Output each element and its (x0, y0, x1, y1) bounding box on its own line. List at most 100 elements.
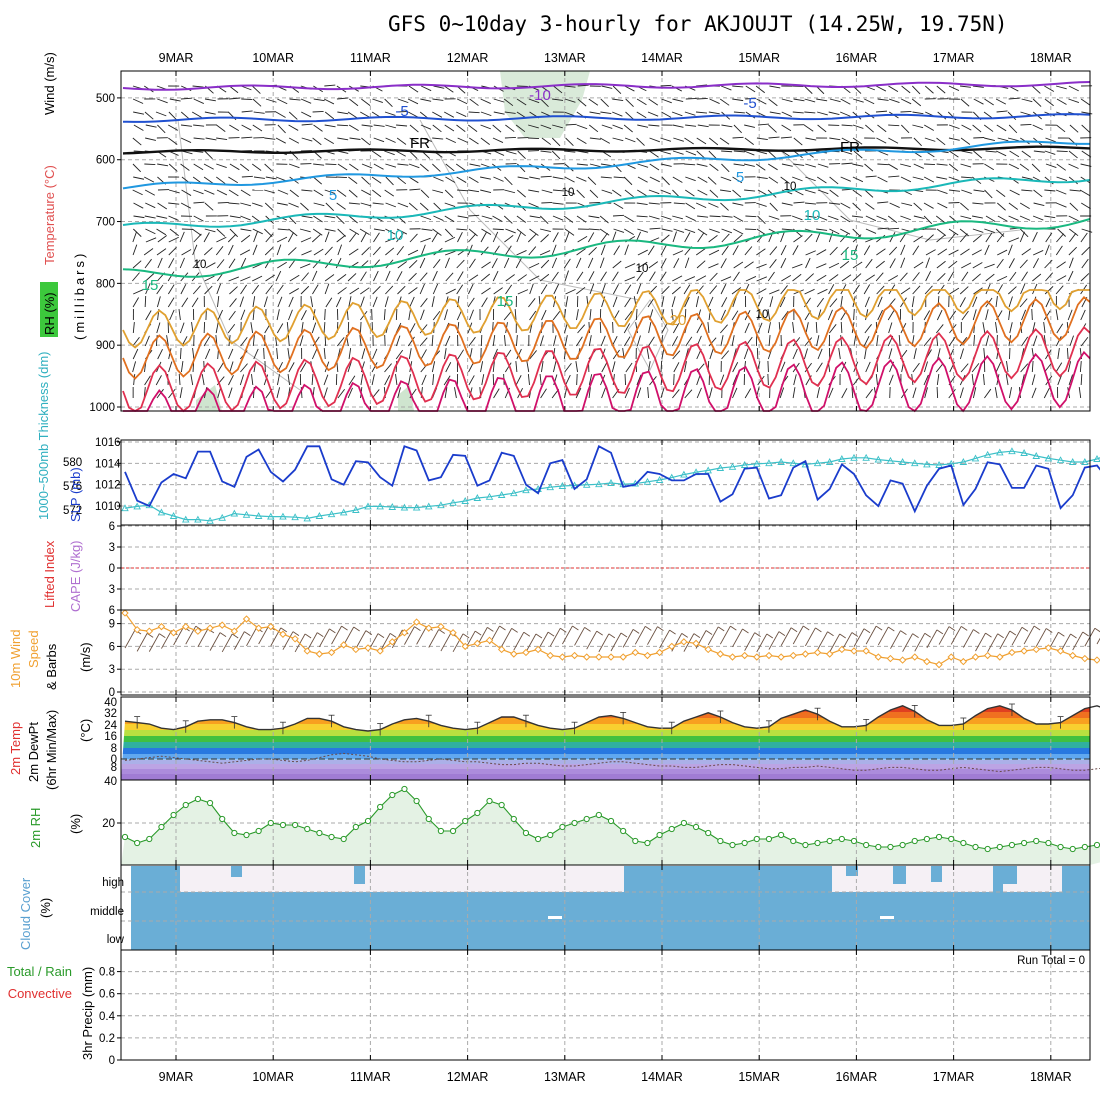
wind-barb (697, 189, 708, 196)
wind-barb (407, 336, 415, 347)
slp-tick-label: 1010 (95, 501, 121, 513)
wind-barb (539, 335, 544, 347)
thickness-point (242, 510, 251, 518)
wind-barb (227, 323, 236, 334)
rh2-point (170, 811, 177, 819)
wind-barb (985, 309, 989, 321)
wind-barb (959, 286, 969, 295)
wind-barb (251, 284, 260, 295)
wind-barb (791, 215, 803, 221)
wind10-speed-point (862, 647, 870, 655)
thickness-point (473, 494, 482, 501)
wind-barb (468, 124, 478, 133)
wind-barb (994, 387, 998, 399)
wind-barb (840, 176, 851, 182)
wind-barb (1081, 202, 1091, 210)
wind-barb (756, 288, 767, 295)
wind-barb (168, 246, 177, 256)
wind-barb (720, 335, 724, 347)
wind-barb (276, 309, 280, 321)
value-tick-label: 800 (96, 278, 115, 290)
wind-barb (672, 323, 680, 334)
wind-barb (985, 150, 997, 153)
wind-barb (552, 124, 563, 129)
wind-barb (708, 249, 720, 256)
wind-barb (529, 283, 534, 295)
wind-barb (852, 137, 863, 145)
wind-barb (961, 124, 972, 131)
wind-barb (935, 215, 946, 224)
wind-barb (697, 232, 705, 243)
wind10-barb (695, 630, 707, 649)
rh2-point (231, 829, 238, 837)
wind-barb (805, 215, 817, 218)
wind-barb (671, 296, 676, 308)
wind-barb (431, 334, 434, 347)
wind-barb (132, 361, 137, 373)
wind-barb (744, 137, 754, 145)
wind10-barb (975, 632, 986, 652)
wind-barb (145, 137, 156, 141)
thickness-point (510, 489, 518, 497)
wind-barb (132, 322, 135, 334)
wind-barb (312, 336, 320, 347)
wind-barb (888, 98, 900, 103)
wind-barb (240, 85, 252, 91)
wind-barb (325, 297, 333, 308)
rh2-point (1069, 845, 1076, 853)
thickness-point (315, 512, 324, 519)
wind-barb (432, 283, 439, 295)
thickness-point (181, 515, 190, 523)
wind-barb (264, 247, 274, 256)
isotherm-label: 5 (736, 169, 744, 186)
wind-barb (1043, 310, 1051, 321)
wind-barb (972, 309, 977, 321)
wind-barb (661, 348, 665, 360)
wind-barb (948, 228, 959, 236)
thickness-point (522, 486, 530, 494)
cloud-panel (120, 864, 1091, 951)
date-label-bottom: 13MAR (544, 1070, 586, 1084)
wind-barb (408, 259, 418, 269)
wind-barb (396, 233, 404, 243)
wind-barb (299, 263, 311, 269)
wind-barb (792, 348, 798, 360)
wind-barb (552, 202, 564, 205)
wind-barb (360, 287, 370, 295)
wind-barb (407, 249, 419, 256)
wind-barb (900, 176, 912, 183)
wind-barb (637, 261, 648, 269)
wind-barb (179, 347, 182, 360)
wind-barb (852, 124, 864, 129)
wind-barb (720, 276, 732, 282)
wind-barb (936, 163, 948, 166)
wind-barb (816, 335, 820, 347)
wind-barb (385, 285, 394, 295)
wind-barb (1069, 228, 1079, 237)
wind-barb (1081, 246, 1090, 256)
rh-contour (627, 299, 669, 372)
rh2-point (304, 825, 311, 833)
wind-barb (1044, 98, 1054, 107)
wind-barb (780, 361, 786, 373)
wind-barb (744, 246, 753, 256)
wind-barb (576, 137, 587, 145)
wind-barb (419, 163, 429, 172)
wind10-speed-point (959, 657, 968, 666)
wind-barb (167, 271, 175, 282)
wind-barb (133, 124, 144, 131)
wind-barb (576, 189, 585, 199)
wind-barb (972, 215, 983, 219)
thickness-label: 1000~500mb Thickness (dm) (36, 352, 51, 521)
value-tick-label: 0.6 (99, 989, 115, 1001)
wind10-barb-flag (195, 625, 202, 631)
wind-barb (517, 289, 529, 295)
wind-barb (552, 232, 559, 243)
wind10-barb (671, 633, 683, 652)
wind-barb (132, 189, 143, 196)
wind-barb (912, 245, 920, 256)
wind-barb (1069, 202, 1079, 211)
value-tick-label: 6 (109, 605, 115, 617)
wind-barb (972, 124, 982, 133)
